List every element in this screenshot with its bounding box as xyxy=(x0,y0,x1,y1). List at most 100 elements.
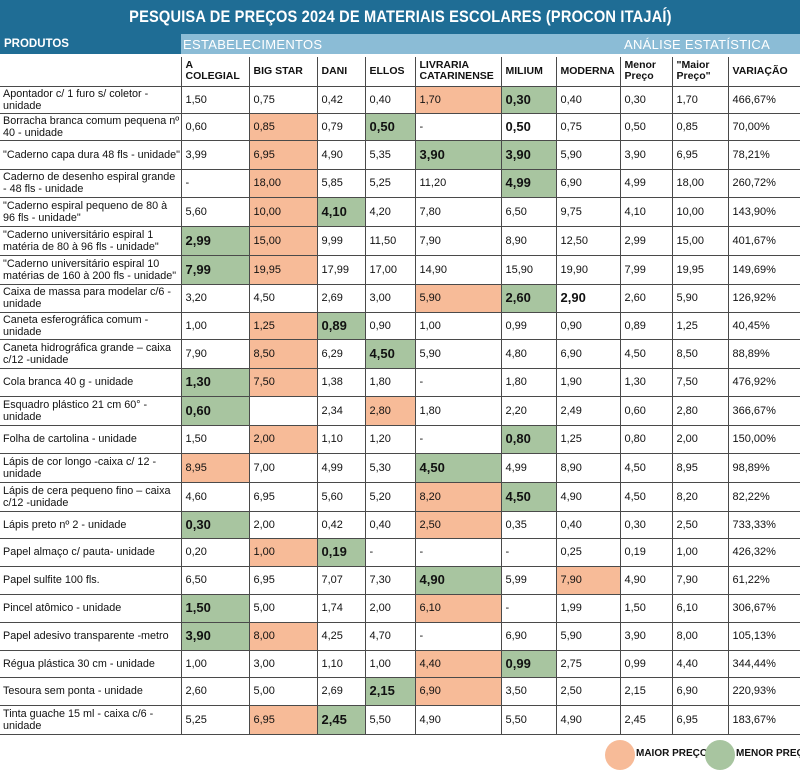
price-cell: 7,90 xyxy=(414,225,502,256)
price-cell: 5,25 xyxy=(364,168,416,198)
price-cell: 2,50 xyxy=(671,510,729,539)
price-cell: 6,95 xyxy=(248,481,318,512)
price-cell: 6,50 xyxy=(500,196,557,227)
price-cell: 733,33% xyxy=(727,510,800,539)
price-cell: 476,92% xyxy=(727,367,800,397)
price-cell: 0,30 xyxy=(619,85,673,114)
header-moderna: MODERNA xyxy=(555,57,621,87)
price-cell: 1,00 xyxy=(180,649,250,678)
table-row: Apontador c/ 1 furo s/ coletor - unidade… xyxy=(0,85,800,114)
price-cell: 466,67% xyxy=(727,85,800,114)
price-cell: - xyxy=(500,593,557,623)
table-row: Papel sulfite 100 fls. 6,50 6,95 7,07 7,30 4,… xyxy=(0,565,800,595)
price-cell: 2,60 xyxy=(619,283,673,313)
price-cell: 5,50 xyxy=(364,704,416,735)
price-cell: 7,90 xyxy=(555,565,621,595)
price-cell: 7,50 xyxy=(671,367,729,397)
header-maior-preco: "Maior Preço" xyxy=(671,57,729,87)
product-name-cell: Lápis de cera pequeno fino – caixa c/12 … xyxy=(0,481,182,512)
price-cell: 150,00% xyxy=(727,424,800,454)
price-cell: 8,50 xyxy=(248,338,318,369)
products-section-label: PRODUTOS xyxy=(0,34,181,54)
price-cell: 5,25 xyxy=(180,704,250,735)
price-cell: 7,30 xyxy=(364,565,416,595)
price-cell: 1,50 xyxy=(619,593,673,623)
product-name-cell: Folha de cartolina - unidade xyxy=(0,424,182,454)
price-cell: 15,00 xyxy=(248,225,318,256)
price-cell: 7,99 xyxy=(180,254,250,285)
price-cell: 4,50 xyxy=(619,452,673,483)
product-name-cell: "Caderno capa dura 48 fls - unidade" xyxy=(0,139,182,170)
price-cell: 4,99 xyxy=(500,168,557,198)
price-cell: 18,00 xyxy=(248,168,318,198)
table-row: "Caderno universitário espiral 10 matéri… xyxy=(0,254,800,285)
price-cell: 1,90 xyxy=(555,367,621,397)
header-big-star: BIG STAR xyxy=(248,57,318,87)
table-body: Apontador c/ 1 furo s/ coletor - unidade… xyxy=(0,85,800,735)
price-cell: 0,30 xyxy=(180,510,250,539)
price-cell: 1,25 xyxy=(248,311,318,340)
price-cell: 82,22% xyxy=(727,481,800,512)
price-cell: 11,50 xyxy=(364,225,416,256)
price-cell: 6,95 xyxy=(248,704,318,735)
price-cell: 5,50 xyxy=(500,704,557,735)
price-cell: 40,45% xyxy=(727,311,800,340)
table-row: Caderno de desenho espiral grande - 48 f… xyxy=(0,168,800,198)
price-cell: 344,44% xyxy=(727,649,800,678)
product-name-cell: Caneta esferográfica comum -unidade xyxy=(0,311,182,340)
price-cell: 8,95 xyxy=(180,452,250,483)
price-cell: - xyxy=(414,621,502,651)
product-name-cell: Papel adesivo transparente -metro xyxy=(0,621,182,651)
price-cell: 2,45 xyxy=(316,704,366,735)
price-cell: 1,70 xyxy=(671,85,729,114)
price-cell: 0,40 xyxy=(364,85,416,114)
price-cell: 2,15 xyxy=(619,676,673,706)
price-cell: 1,80 xyxy=(364,367,416,397)
header-a-colegial: A COLEGIAL xyxy=(180,57,250,87)
price-cell: 105,13% xyxy=(727,621,800,651)
price-cell: 10,00 xyxy=(671,196,729,227)
price-cell: 15,90 xyxy=(500,254,557,285)
price-cell: 5,00 xyxy=(248,593,318,623)
price-cell: 3,20 xyxy=(180,283,250,313)
price-cell: 0,60 xyxy=(180,395,250,426)
price-cell: 2,80 xyxy=(364,395,416,426)
page-title-text: PESQUISA DE PREÇOS 2024 DE MATERIAIS ESC… xyxy=(128,7,672,26)
header-livraria-catarinense: LIVRARIA CATARINENSE xyxy=(414,57,502,87)
product-name-cell: Papel sulfite 100 fls. xyxy=(0,565,182,595)
price-cell: 0,25 xyxy=(555,537,621,567)
price-cell: 6,50 xyxy=(180,565,250,595)
price-cell: 2,60 xyxy=(180,676,250,706)
price-cell: 0,90 xyxy=(364,311,416,340)
price-cell: 149,69% xyxy=(727,254,800,285)
price-cell: 2,99 xyxy=(180,225,250,256)
maior-preco-swatch xyxy=(605,740,635,770)
price-cell: 9,99 xyxy=(316,225,366,256)
header-dani: DANI xyxy=(316,57,366,87)
price-cell: 6,10 xyxy=(671,593,729,623)
price-cell: 4,50 xyxy=(500,481,557,512)
price-cell: 5,90 xyxy=(671,283,729,313)
price-cell: 0,89 xyxy=(316,311,366,340)
price-cell: 4,99 xyxy=(500,452,557,483)
table-row: Folha de cartolina - unidade 1,50 2,00 1,10… xyxy=(0,424,800,454)
table-row: Régua plástica 30 cm - unidade 1,00 3,00 1,… xyxy=(0,649,800,678)
price-cell: 2,15 xyxy=(364,676,416,706)
price-cell: 0,40 xyxy=(364,510,416,539)
price-cell: 5,90 xyxy=(555,621,621,651)
price-cell: 6,95 xyxy=(248,565,318,595)
price-cell: 1,25 xyxy=(555,424,621,454)
price-cell: 4,50 xyxy=(364,338,416,369)
price-cell: 6,10 xyxy=(414,593,502,623)
price-cell: 61,22% xyxy=(727,565,800,595)
price-cell: 6,95 xyxy=(671,139,729,170)
price-cell: 0,85 xyxy=(671,112,729,141)
price-cell: 5,85 xyxy=(316,168,366,198)
price-cell: 2,69 xyxy=(316,676,366,706)
price-cell: 19,90 xyxy=(555,254,621,285)
price-cell: 5,90 xyxy=(555,139,621,170)
product-name-cell: Caixa de massa para modelar c/6 - unidad… xyxy=(0,283,182,313)
price-cell: 2,34 xyxy=(316,395,366,426)
header-menor-preco: Menor Preço xyxy=(619,57,673,87)
price-cell: 2,50 xyxy=(555,676,621,706)
